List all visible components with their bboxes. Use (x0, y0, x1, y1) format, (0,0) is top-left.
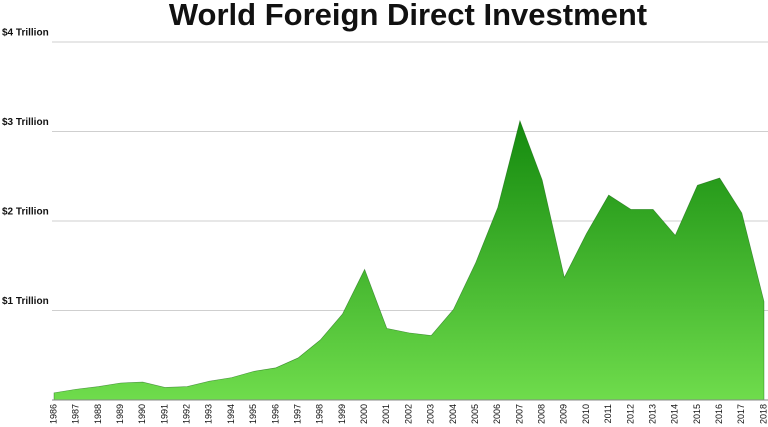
chart-title: World Foreign Direct Investment (169, 0, 647, 32)
x-tick-label: 1997 (292, 404, 302, 424)
x-tick-label: 2008 (537, 404, 547, 424)
x-tick-label: 2005 (470, 404, 480, 424)
x-tick-label: 2011 (603, 404, 613, 423)
x-tick-label: 2002 (403, 404, 413, 424)
x-tick-label: 2003 (426, 404, 436, 424)
x-tick-label: 2017 (736, 404, 746, 424)
x-tick-label: 1988 (93, 404, 103, 424)
y-tick-label: $4 Trillion (2, 28, 49, 39)
x-tick-label: 2016 (714, 404, 724, 424)
x-tick-label: 2014 (670, 404, 680, 424)
x-tick-label: 1991 (159, 404, 169, 424)
x-tick-label: 2013 (647, 404, 657, 424)
x-tick-label: 1990 (137, 404, 147, 424)
x-tick-label: 2000 (359, 404, 369, 424)
x-tick-label: 2015 (692, 404, 702, 424)
x-tick-label: 2001 (381, 404, 391, 424)
x-tick-label: 1989 (115, 404, 125, 424)
x-tick-label: 2010 (581, 404, 591, 424)
area (53, 119, 765, 401)
x-tick-label: 2012 (625, 404, 635, 424)
y-tick-label: $1 Trillion (2, 296, 49, 307)
x-tick-label: 2009 (559, 404, 569, 424)
x-tick-label: 1998 (315, 404, 325, 424)
x-tick-label: 2018 (758, 404, 768, 424)
x-tick-label: 1992 (182, 404, 192, 424)
x-tick-label: 1993 (204, 404, 214, 424)
x-tick-label: 1994 (226, 404, 236, 424)
y-tick-label: $3 Trillion (2, 117, 49, 128)
x-tick-label: 1999 (337, 404, 347, 424)
x-tick-label: 1986 (48, 404, 58, 424)
x-tick-label: 1987 (71, 404, 81, 424)
x-tick-label: 1995 (248, 404, 258, 424)
x-tick-label: 2004 (448, 404, 458, 424)
x-tick-label: 2006 (492, 404, 502, 424)
x-tick-label: 2007 (514, 404, 524, 424)
x-tick-label: 1996 (270, 404, 280, 424)
y-tick-label: $2 Trillion (2, 207, 49, 218)
